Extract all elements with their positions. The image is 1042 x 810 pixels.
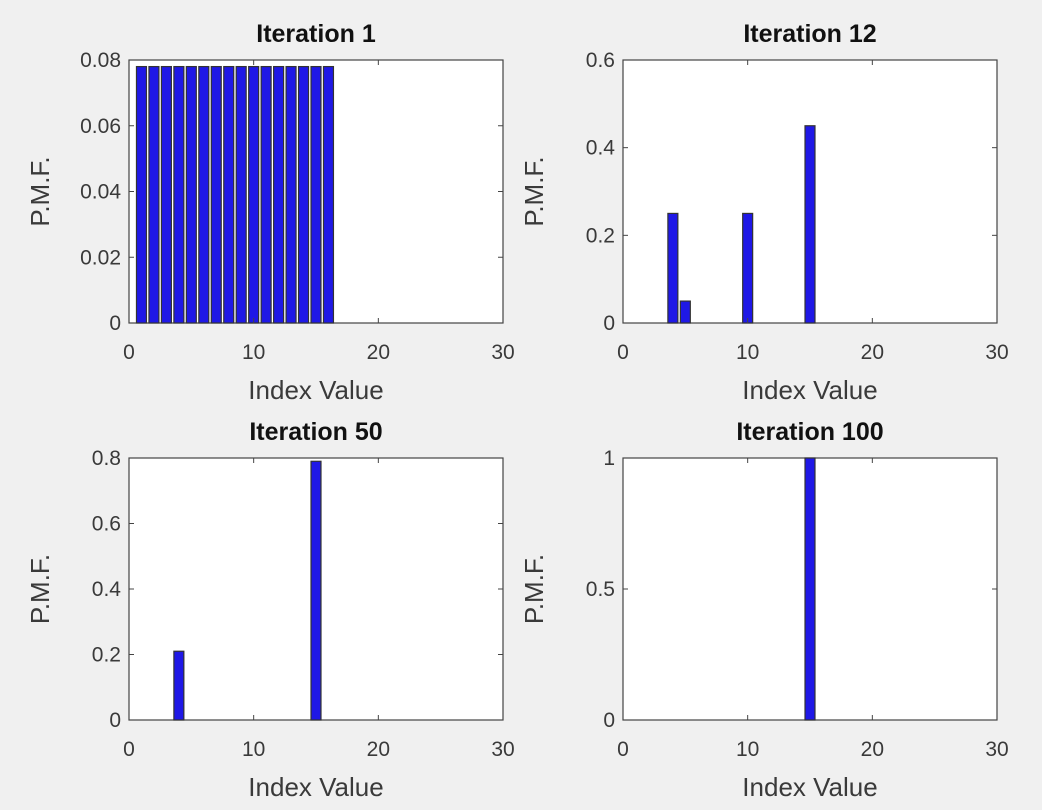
- y-axis-label: P.M.F.: [25, 554, 55, 624]
- x-axis-label: Index Value: [742, 772, 877, 802]
- x-tick-label: 20: [367, 341, 390, 364]
- bar-2: [148, 65, 160, 324]
- bar-11: [260, 65, 272, 324]
- x-tick-label: 10: [736, 341, 759, 364]
- bar-13: [285, 65, 297, 324]
- y-tick-label: 0.8: [92, 447, 121, 470]
- x-tick-label: 20: [861, 738, 884, 761]
- bar-15: [310, 65, 322, 324]
- x-tick-label: 0: [617, 738, 629, 761]
- y-tick-label: 0.4: [92, 578, 122, 601]
- y-tick-label: 0.2: [92, 644, 121, 667]
- bar-16: [322, 65, 335, 324]
- bar-12: [273, 65, 285, 324]
- y-tick-label: 0: [109, 709, 121, 732]
- y-tick-label: 1: [603, 447, 615, 470]
- y-tick-label: 0.4: [586, 137, 616, 160]
- bar-10: [248, 65, 260, 324]
- y-tick-label: 0.6: [92, 513, 121, 536]
- y-tick-label: 0.2: [586, 224, 615, 247]
- bar-1: [135, 65, 148, 324]
- x-tick-label: 20: [367, 738, 390, 761]
- y-tick-label: 0.5: [586, 578, 615, 601]
- y-tick-label: 0: [603, 312, 615, 335]
- bar-6: [198, 65, 210, 324]
- bar-14: [297, 65, 310, 324]
- bar-15: [310, 460, 322, 721]
- y-axis-label: P.M.F.: [519, 156, 549, 226]
- y-tick-label: 0: [109, 312, 121, 335]
- x-tick-label: 30: [491, 341, 514, 364]
- y-tick-label: 0.02: [80, 246, 121, 269]
- bar-15: [804, 125, 816, 324]
- subplot-3: 0 10 20 30 0 0.2 0.4 0.6 0.8 Iteration 50 Index Va…: [25, 418, 515, 802]
- y-tick-label: 0.04: [80, 181, 121, 204]
- bar-10: [742, 212, 754, 324]
- subplot-4: 0 10 20 30 0 0.5 1 Iteration 100 Index Value P.M.…: [519, 418, 1009, 802]
- chart-title: Iteration 12: [743, 20, 876, 48]
- x-axis-label: Index Value: [742, 375, 877, 405]
- x-tick-label: 30: [491, 738, 514, 761]
- y-tick-label: 0.08: [80, 49, 121, 72]
- x-tick-label: 10: [242, 738, 265, 761]
- chart-title: Iteration 50: [249, 418, 382, 446]
- x-tick-label: 0: [123, 341, 135, 364]
- bar-4: [173, 65, 185, 324]
- bar-8: [223, 65, 235, 324]
- x-tick-label: 10: [242, 341, 265, 364]
- x-tick-label: 20: [861, 341, 884, 364]
- x-axis-label: Index Value: [248, 375, 383, 405]
- y-axis-label: P.M.F.: [519, 554, 549, 624]
- chart-title: Iteration 1: [256, 20, 376, 48]
- x-tick-label: 0: [617, 341, 629, 364]
- x-tick-label: 30: [985, 738, 1008, 761]
- y-tick-label: 0: [603, 709, 615, 732]
- y-tick-label: 0.06: [80, 115, 121, 138]
- bar-5: [185, 65, 197, 324]
- bar-7: [210, 65, 222, 324]
- x-tick-label: 0: [123, 738, 135, 761]
- subplot-2: 0 10 20 30 0 0.2 0.4 0.6 Iteration 12 Index Value…: [519, 20, 1009, 405]
- x-axis-label: Index Value: [248, 772, 383, 802]
- x-tick-label: 30: [985, 341, 1008, 364]
- y-axis-label: P.M.F.: [25, 156, 55, 226]
- subplot-1: 0 10 20 30 0 0.02 0.04 0.06 0.08 Iteration 1 Index…: [25, 20, 515, 405]
- bar-9: [235, 65, 247, 324]
- bar-15: [804, 457, 816, 721]
- bar-3: [160, 65, 172, 324]
- chart-title: Iteration 100: [736, 418, 883, 446]
- bar-4: [173, 650, 185, 721]
- bar-5: [679, 300, 691, 324]
- bar-4: [667, 212, 679, 324]
- y-tick-label: 0.6: [586, 49, 615, 72]
- x-tick-label: 10: [736, 738, 759, 761]
